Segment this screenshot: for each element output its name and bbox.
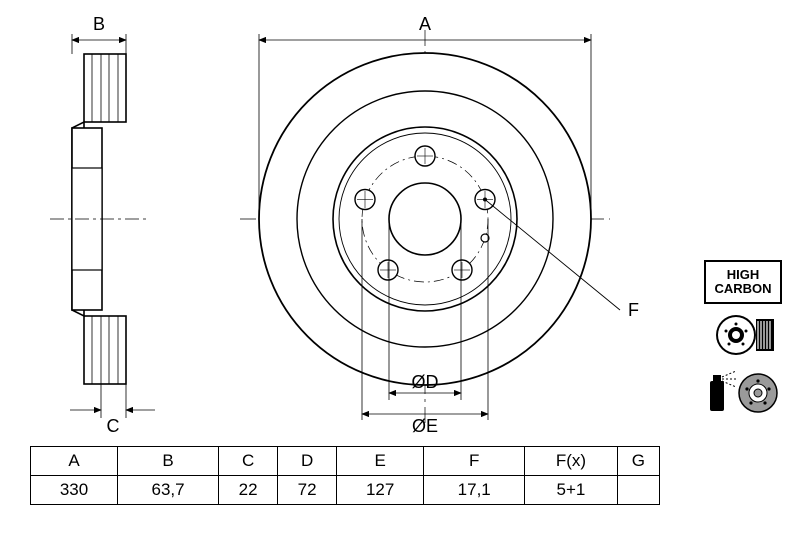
value-g — [617, 476, 659, 505]
dimension-b: B — [72, 14, 126, 54]
table-value-row: 330 63,7 22 72 127 17,1 5+1 — [31, 476, 660, 505]
header-c: C — [219, 447, 278, 476]
header-fx: F(x) — [525, 447, 618, 476]
label-d: ØD — [412, 372, 439, 392]
label-f: F — [628, 300, 639, 320]
technical-drawing: B C — [0, 0, 800, 430]
header-g: G — [617, 447, 659, 476]
vented-disc-icon — [704, 310, 782, 360]
coated-disc-icon — [704, 366, 782, 416]
label-b: B — [93, 14, 105, 34]
value-b: 63,7 — [118, 476, 219, 505]
value-a: 330 — [31, 476, 118, 505]
header-b: B — [118, 447, 219, 476]
front-view — [240, 30, 610, 425]
dimension-c: C — [70, 384, 155, 436]
header-e: E — [337, 447, 424, 476]
label-e: ØE — [412, 416, 438, 436]
side-view — [50, 54, 150, 384]
high-carbon-text: HIGH CARBON — [714, 268, 771, 297]
value-fx: 5+1 — [525, 476, 618, 505]
badge-column: HIGH CARBON — [692, 260, 782, 422]
header-d: D — [278, 447, 337, 476]
dimension-table: A B C D E F F(x) G 330 63,7 22 72 127 17… — [30, 446, 660, 505]
high-carbon-badge: HIGH CARBON — [704, 260, 782, 304]
header-f: F — [424, 447, 525, 476]
value-c: 22 — [219, 476, 278, 505]
label-a: A — [419, 14, 431, 34]
header-a: A — [31, 447, 118, 476]
table-header-row: A B C D E F F(x) G — [31, 447, 660, 476]
value-d: 72 — [278, 476, 337, 505]
value-e: 127 — [337, 476, 424, 505]
label-c: C — [107, 416, 120, 436]
value-f: 17,1 — [424, 476, 525, 505]
